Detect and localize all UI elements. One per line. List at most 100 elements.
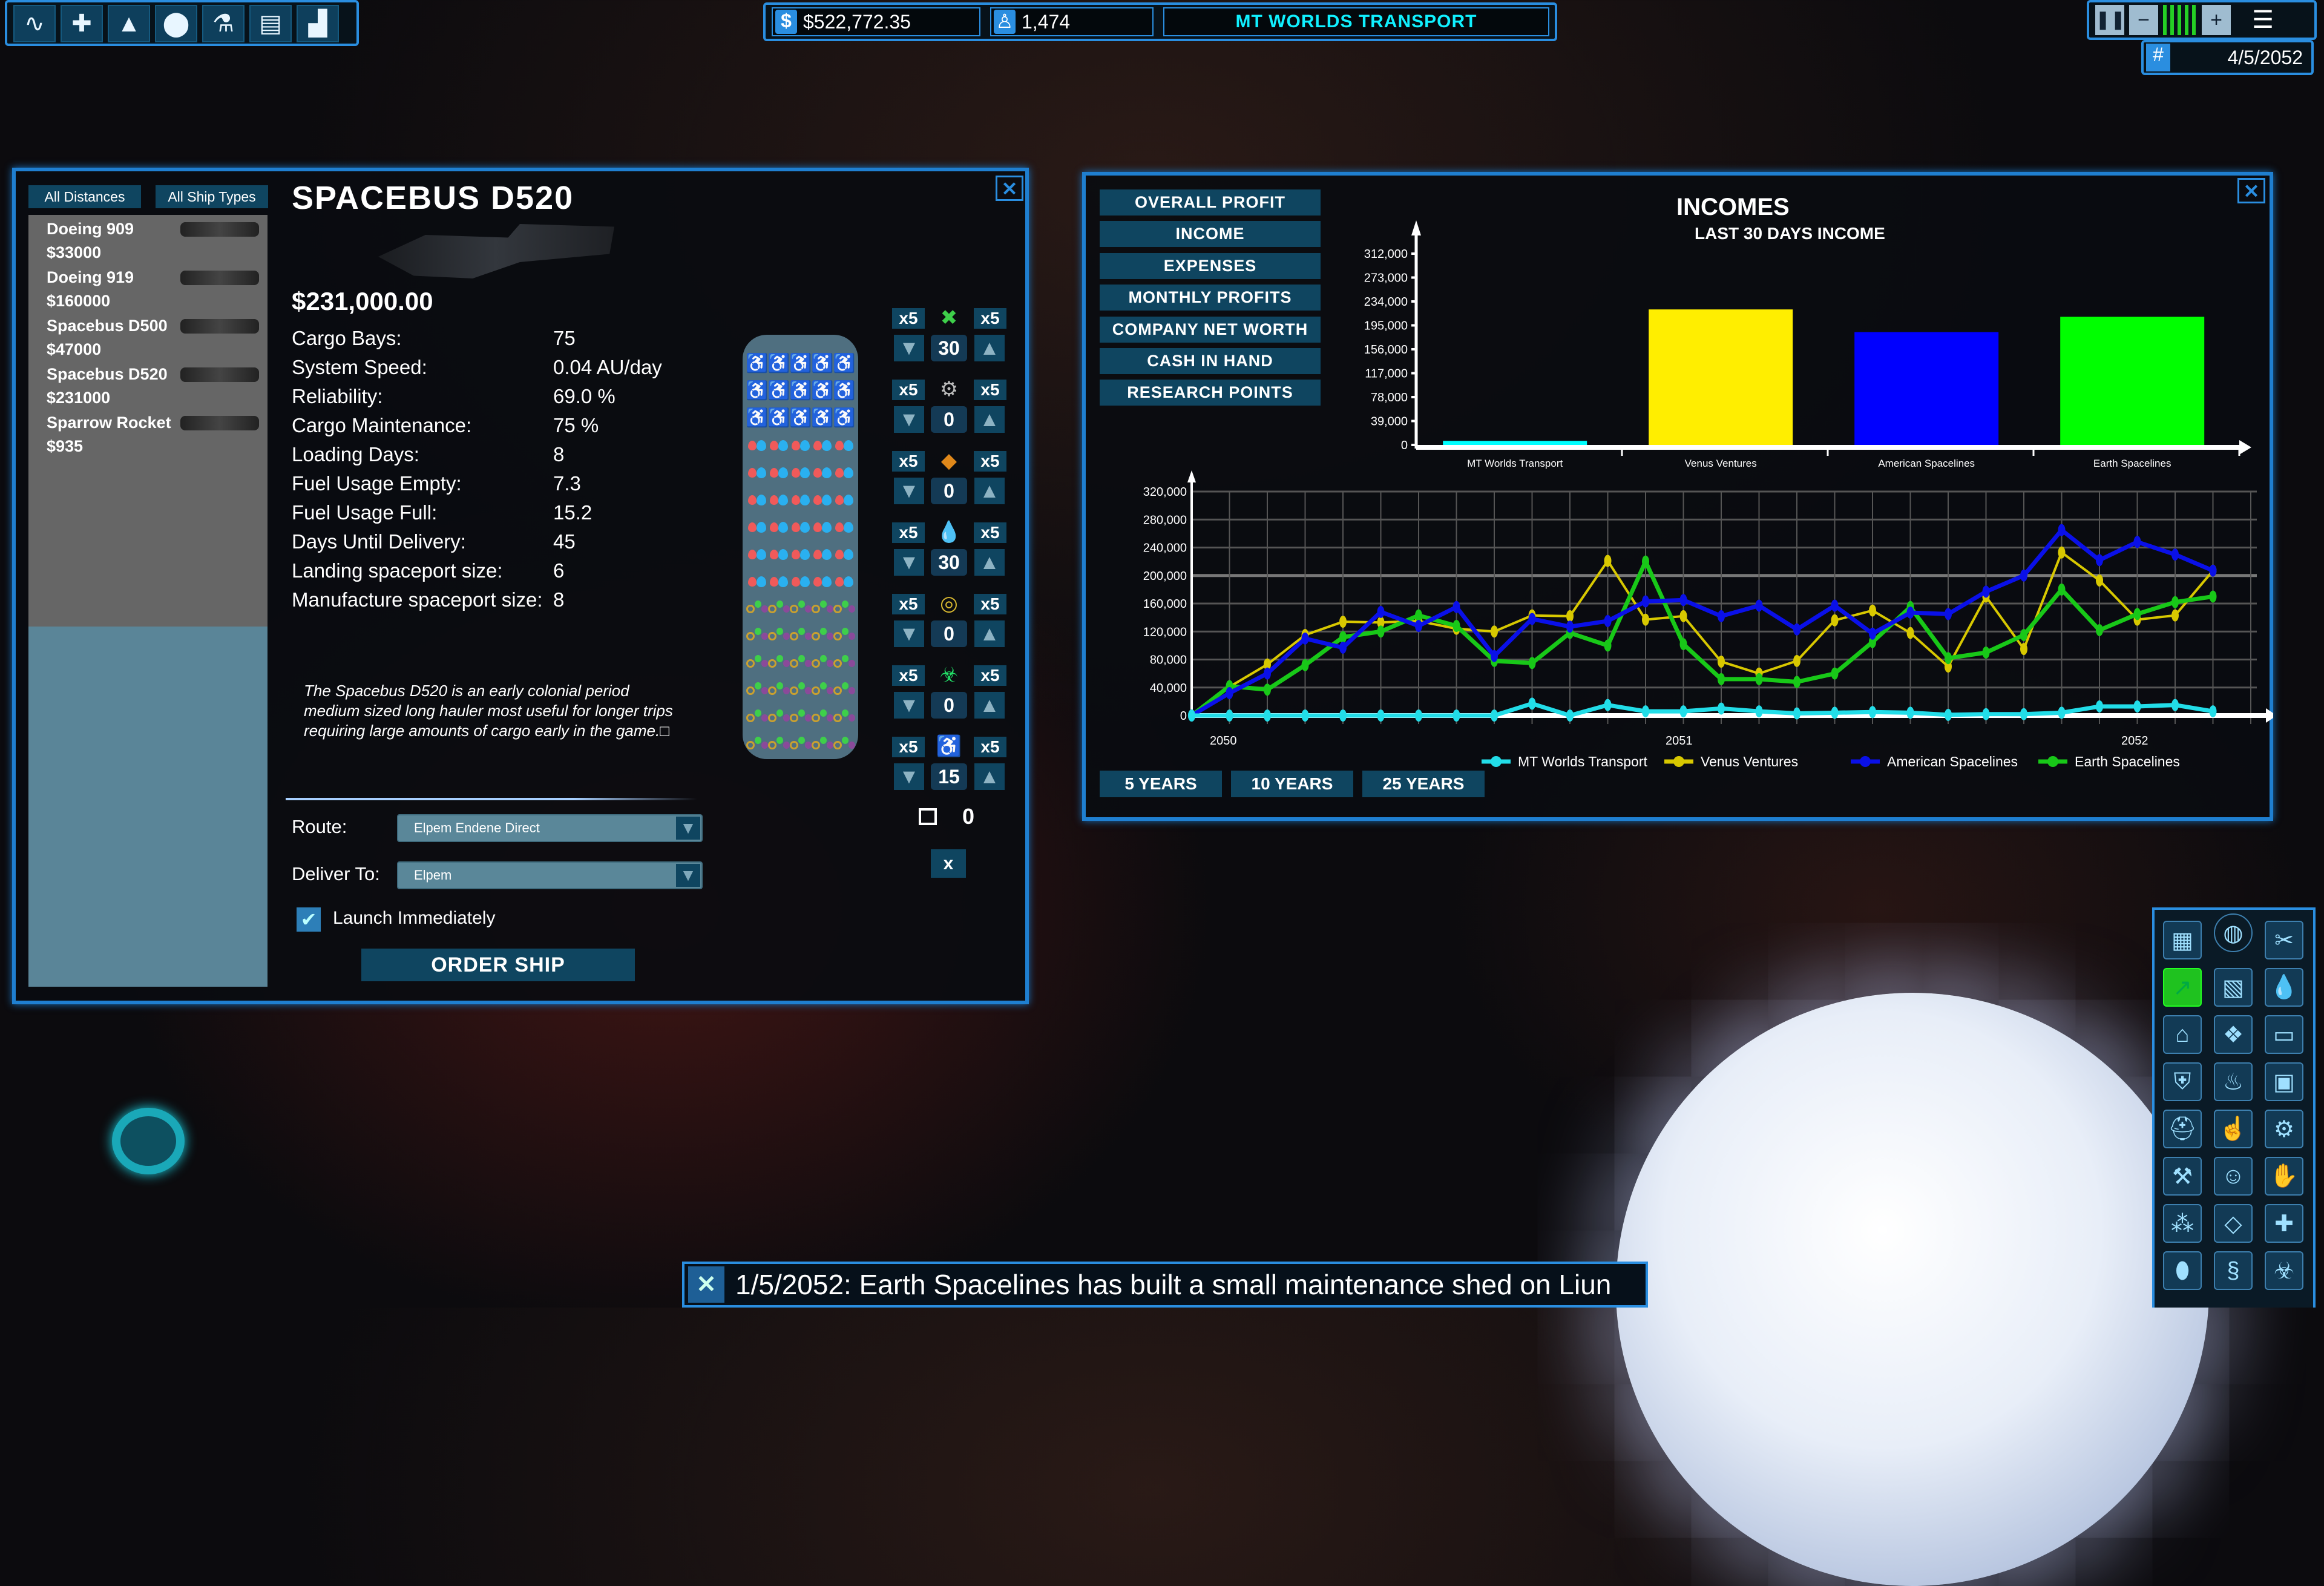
increase-arrow-icon[interactable]: ▲ xyxy=(974,335,1005,361)
route-icon[interactable]: ∿ xyxy=(13,5,56,42)
clear-cargo-button[interactable]: x xyxy=(931,849,966,878)
range-10-years-button[interactable]: 10 YEARS xyxy=(1231,771,1353,797)
route-select[interactable]: Elpem Endene Direct ▼ xyxy=(397,814,703,842)
molecule-icon[interactable]: ⁂ xyxy=(2163,1204,2202,1243)
dismiss-notification-button[interactable]: ✕ xyxy=(688,1266,724,1303)
stats-menu-cash-in-hand[interactable]: CASH IN HAND xyxy=(1100,348,1321,374)
chevron-down-icon[interactable]: ▼ xyxy=(676,864,700,887)
range-5-years-button[interactable]: 5 YEARS xyxy=(1100,771,1222,797)
gears-icon[interactable]: ⚙ xyxy=(2265,1110,2303,1148)
decrease-arrow-icon[interactable]: ▼ xyxy=(894,763,924,790)
ore-icon[interactable]: ▧ xyxy=(2214,968,2253,1007)
increase-x5-button[interactable]: x5 xyxy=(974,737,1006,757)
menu-icon[interactable]: ☰ xyxy=(2252,7,2274,33)
ship-list-item[interactable]: Doeing 909 $33000 xyxy=(28,217,268,266)
goods-cargo-icon xyxy=(812,653,833,674)
decrease-arrow-icon[interactable]: ▼ xyxy=(894,549,924,576)
stats-menu-monthly-profits[interactable]: MONTHLY PROFITS xyxy=(1100,285,1321,311)
shield-icon[interactable]: ⛨ xyxy=(2163,1062,2202,1101)
astronaut-icon[interactable]: ☺ xyxy=(2214,1157,2253,1196)
increase-arrow-icon[interactable]: ▲ xyxy=(974,692,1005,719)
decrease-arrow-icon[interactable]: ▼ xyxy=(894,335,924,361)
biohazard-icon[interactable]: ☣ xyxy=(2265,1251,2303,1290)
decrease-arrow-icon[interactable]: ▼ xyxy=(894,478,924,504)
ship-list-item[interactable]: Spacebus D500 $47000 xyxy=(28,314,268,363)
increase-arrow-icon[interactable]: ▲ xyxy=(974,478,1005,504)
construction-helmet-icon[interactable]: ⛑ xyxy=(2163,1110,2202,1148)
increase-x5-button[interactable]: x5 xyxy=(974,380,1006,400)
decrease-arrow-icon[interactable]: ▼ xyxy=(894,620,924,647)
decrease-x5-button[interactable]: x5 xyxy=(892,737,925,757)
decrease-x5-button[interactable]: x5 xyxy=(892,665,925,686)
handshake-icon[interactable]: ✋ xyxy=(2265,1157,2303,1196)
range-25-years-button[interactable]: 25 YEARS xyxy=(1362,771,1485,797)
close-stats-panel-button[interactable]: ✕ xyxy=(2237,178,2265,203)
bar-y-tick-label: 234,000 xyxy=(1364,295,1408,309)
empty-bays-checkbox[interactable] xyxy=(919,808,937,825)
decrease-x5-button[interactable]: x5 xyxy=(892,308,925,329)
decrease-x5-button[interactable]: x5 xyxy=(892,451,925,472)
faster-button[interactable]: + xyxy=(2202,5,2231,35)
ship-list[interactable]: Doeing 909 $33000 Doeing 919 $160000 Spacebu… xyxy=(28,215,268,987)
worker-icon[interactable]: ☝ xyxy=(2214,1110,2253,1148)
market-basket-icon[interactable]: ▭ xyxy=(2265,1015,2303,1054)
increase-arrow-icon[interactable]: ▲ xyxy=(974,406,1005,433)
increase-x5-button[interactable]: x5 xyxy=(974,665,1006,686)
globe-icon[interactable]: ◍ xyxy=(2214,913,2253,952)
station-ring-icon[interactable] xyxy=(112,1108,185,1174)
decrease-x5-button[interactable]: x5 xyxy=(892,594,925,614)
decrease-x5-button[interactable]: x5 xyxy=(892,380,925,400)
bomb-icon[interactable]: ⬮ xyxy=(2163,1251,2202,1290)
workforce-growth-icon[interactable]: ↗ xyxy=(2163,968,2202,1007)
pause-button[interactable]: ❚❚ xyxy=(2095,5,2125,35)
stats-menu-overall-profit[interactable]: OVERALL PROFIT xyxy=(1100,189,1321,216)
increase-arrow-icon[interactable]: ▲ xyxy=(974,620,1005,647)
launch-immediately-label: Launch Immediately xyxy=(333,908,496,928)
add-ship-icon[interactable]: ✚ xyxy=(61,5,103,42)
food-icon[interactable]: ✂ xyxy=(2265,921,2303,959)
company-name[interactable]: MT WORLDS TRANSPORT xyxy=(1163,7,1549,36)
fire-crystal-icon[interactable]: ♨ xyxy=(2214,1062,2253,1101)
stats-chart-icon[interactable]: ▟ xyxy=(297,5,339,42)
jewelry-icon[interactable]: ◇ xyxy=(2214,1204,2253,1243)
deliver-to-select[interactable]: Elpem ▼ xyxy=(397,861,703,889)
filter-all-distances[interactable]: All Distances xyxy=(28,185,141,208)
flask-icon[interactable]: ⚗ xyxy=(202,5,245,42)
liquid-cargo-icon xyxy=(812,435,833,456)
water-icon[interactable]: 💧 xyxy=(2265,968,2303,1007)
medicine-icon[interactable]: ✚ xyxy=(2265,1204,2303,1243)
increase-arrow-icon[interactable]: ▲ xyxy=(974,549,1005,576)
order-ship-button[interactable]: ORDER SHIP xyxy=(361,949,635,981)
habitat-icon[interactable]: ⌂ xyxy=(2163,1015,2202,1054)
bar-category-label: Earth Spacelines xyxy=(2093,458,2171,469)
increase-x5-button[interactable]: x5 xyxy=(974,594,1006,614)
slower-button[interactable]: − xyxy=(2129,5,2158,35)
robot-arm-icon[interactable]: ⚒ xyxy=(2163,1157,2202,1196)
increase-arrow-icon[interactable]: ▲ xyxy=(974,763,1005,790)
stats-menu-research-points[interactable]: RESEARCH POINTS xyxy=(1100,380,1321,406)
decrease-arrow-icon[interactable]: ▼ xyxy=(894,692,924,719)
report-icon[interactable]: ▤ xyxy=(249,5,292,42)
crate-icon[interactable]: ▣ xyxy=(2265,1062,2303,1101)
ship-list-item[interactable]: Spacebus D520 $231000 xyxy=(28,363,268,411)
increase-x5-button[interactable]: x5 xyxy=(974,308,1006,329)
ship-list-item[interactable]: Doeing 919 $160000 xyxy=(28,266,268,314)
stats-menu-expenses[interactable]: EXPENSES xyxy=(1100,252,1321,279)
rocket-icon[interactable]: ▲ xyxy=(108,5,150,42)
decrease-x5-button[interactable]: x5 xyxy=(892,522,925,543)
chevron-down-icon[interactable]: ▼ xyxy=(676,817,700,840)
goods-cargo-icon xyxy=(768,707,790,729)
ship-list-item[interactable]: Sparrow Rocket $935 xyxy=(28,411,268,459)
increase-x5-button[interactable]: x5 xyxy=(974,451,1006,472)
close-ship-panel-button[interactable]: ✕ xyxy=(996,176,1023,201)
stats-menu-company-net-worth[interactable]: COMPANY NET WORTH xyxy=(1100,316,1321,343)
stats-menu-income[interactable]: INCOME xyxy=(1100,221,1321,248)
launch-immediately-checkbox[interactable]: ✔ xyxy=(297,907,321,932)
increase-x5-button[interactable]: x5 xyxy=(974,522,1006,543)
hotel-icon[interactable]: ▦ xyxy=(2163,921,2202,959)
crystals-icon[interactable]: ❖ xyxy=(2214,1015,2253,1054)
filter-all-ship-types[interactable]: All Ship Types xyxy=(156,185,268,208)
location-pin-icon[interactable]: ⬤ xyxy=(155,5,197,42)
dna-icon[interactable]: § xyxy=(2214,1251,2253,1290)
decrease-arrow-icon[interactable]: ▼ xyxy=(894,406,924,433)
